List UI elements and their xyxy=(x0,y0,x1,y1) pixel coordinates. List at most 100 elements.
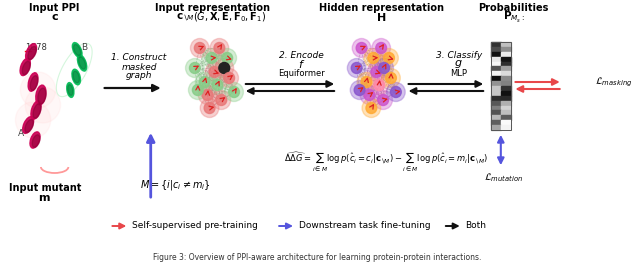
Bar xyxy=(501,115,511,120)
Circle shape xyxy=(206,52,217,63)
Ellipse shape xyxy=(28,73,38,91)
Text: Probabilities: Probabilities xyxy=(478,3,548,13)
Circle shape xyxy=(215,58,234,78)
Bar xyxy=(491,110,501,115)
Bar xyxy=(501,57,511,61)
Bar xyxy=(491,42,501,47)
Circle shape xyxy=(228,86,239,97)
Circle shape xyxy=(370,76,388,94)
Text: masked: masked xyxy=(121,63,157,72)
Ellipse shape xyxy=(30,132,40,148)
Circle shape xyxy=(210,39,228,57)
Circle shape xyxy=(380,48,398,67)
Bar xyxy=(491,71,501,76)
Circle shape xyxy=(209,66,220,78)
Circle shape xyxy=(218,48,237,67)
Text: Downstream task fine-tuning: Downstream task fine-tuning xyxy=(299,221,431,230)
Circle shape xyxy=(199,76,210,88)
Bar xyxy=(501,86,511,91)
Bar xyxy=(491,96,501,101)
Circle shape xyxy=(387,82,405,101)
Circle shape xyxy=(220,69,239,88)
Bar xyxy=(491,52,501,57)
Bar xyxy=(491,66,501,71)
Circle shape xyxy=(212,91,230,110)
Ellipse shape xyxy=(72,42,82,57)
Circle shape xyxy=(374,79,385,91)
Bar xyxy=(491,120,501,125)
Circle shape xyxy=(214,42,225,54)
Circle shape xyxy=(205,63,224,82)
Text: $\mathbf{P}_{M_s:}$: $\mathbf{P}_{M_s:}$ xyxy=(502,10,524,24)
Circle shape xyxy=(375,58,394,78)
Bar xyxy=(491,115,501,120)
Bar xyxy=(501,125,511,130)
Circle shape xyxy=(193,85,203,95)
Ellipse shape xyxy=(20,58,30,76)
Bar xyxy=(491,47,501,52)
Text: $\widehat{\Delta\Delta G} = \sum_{i \in M} \log p(\hat{c}_i = c_i|\mathbf{c}_{\s: $\widehat{\Delta\Delta G} = \sum_{i \in … xyxy=(284,150,488,174)
Circle shape xyxy=(361,76,372,88)
Ellipse shape xyxy=(68,85,73,95)
Text: 3. Classify: 3. Classify xyxy=(435,51,482,60)
Bar xyxy=(491,106,501,110)
Ellipse shape xyxy=(72,69,81,85)
Ellipse shape xyxy=(36,85,46,105)
Text: Input representation: Input representation xyxy=(155,3,270,13)
Ellipse shape xyxy=(30,76,38,90)
Circle shape xyxy=(378,94,388,106)
Circle shape xyxy=(202,89,213,100)
Text: Both: Both xyxy=(465,221,486,230)
Circle shape xyxy=(222,52,232,63)
Text: Input PPI: Input PPI xyxy=(29,3,80,13)
Bar xyxy=(501,96,511,101)
Ellipse shape xyxy=(73,71,79,83)
Text: Self-supervised pre-training: Self-supervised pre-training xyxy=(132,221,258,230)
Circle shape xyxy=(195,42,205,54)
Circle shape xyxy=(376,42,387,54)
Text: 1. Construct: 1. Construct xyxy=(111,54,166,63)
Bar xyxy=(491,81,501,86)
Ellipse shape xyxy=(28,47,36,60)
Circle shape xyxy=(352,39,371,57)
Circle shape xyxy=(362,98,381,118)
Circle shape xyxy=(351,63,362,73)
Bar xyxy=(491,91,501,96)
Bar xyxy=(491,57,501,61)
Ellipse shape xyxy=(31,101,41,119)
Circle shape xyxy=(208,76,227,94)
Ellipse shape xyxy=(22,117,34,133)
Circle shape xyxy=(383,52,394,63)
Circle shape xyxy=(356,42,367,54)
Circle shape xyxy=(20,72,56,108)
Text: $f$: $f$ xyxy=(298,58,305,70)
Circle shape xyxy=(364,48,383,67)
Bar xyxy=(491,61,501,66)
Circle shape xyxy=(216,94,227,106)
Text: 2. Encode: 2. Encode xyxy=(280,51,324,60)
Ellipse shape xyxy=(26,44,36,60)
Circle shape xyxy=(225,82,243,101)
Circle shape xyxy=(198,85,217,104)
Bar xyxy=(501,81,511,86)
Circle shape xyxy=(25,87,61,123)
Ellipse shape xyxy=(74,44,81,55)
Circle shape xyxy=(204,103,215,113)
Bar xyxy=(501,42,511,47)
Text: 1C78: 1C78 xyxy=(25,44,47,52)
Text: $\mathbf{c}_{\setminus M}$: $\mathbf{c}_{\setminus M}$ xyxy=(175,11,195,23)
Bar xyxy=(491,86,501,91)
Circle shape xyxy=(348,58,366,78)
Bar xyxy=(501,101,511,106)
Ellipse shape xyxy=(38,88,46,104)
Circle shape xyxy=(372,39,390,57)
Text: $M = \{i|c_i \neq m_i\}$: $M = \{i|c_i \neq m_i\}$ xyxy=(140,178,211,192)
Text: MLP: MLP xyxy=(450,69,467,78)
Circle shape xyxy=(379,63,390,73)
Text: Figure 3: Overview of PPI-aware architecture for learning protein-protein intera: Figure 3: Overview of PPI-aware architec… xyxy=(153,254,482,262)
Circle shape xyxy=(390,86,401,97)
Bar xyxy=(501,76,511,81)
Circle shape xyxy=(189,81,207,100)
Ellipse shape xyxy=(32,135,40,147)
Bar xyxy=(501,91,511,96)
